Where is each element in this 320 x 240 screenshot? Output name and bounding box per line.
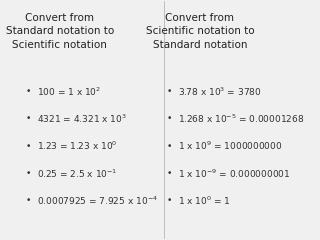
Text: Convert from
Standard notation to
Scientific notation: Convert from Standard notation to Scient… xyxy=(6,13,114,50)
Text: 0.25 = 2.5 x 10$^{-1}$: 0.25 = 2.5 x 10$^{-1}$ xyxy=(37,167,118,180)
Text: •: • xyxy=(26,142,31,150)
Text: 1.23 = 1.23 x 10$^{0}$: 1.23 = 1.23 x 10$^{0}$ xyxy=(37,140,118,152)
Text: •: • xyxy=(166,114,172,123)
Text: 3.78 x 10$^{3}$ = 3780: 3.78 x 10$^{3}$ = 3780 xyxy=(178,85,261,98)
Text: •: • xyxy=(166,87,172,96)
Text: •: • xyxy=(26,196,31,205)
Text: 4321 = 4.321 x 10$^{3}$: 4321 = 4.321 x 10$^{3}$ xyxy=(37,113,127,125)
Text: 1 x 10$^{9}$ = 1000000000: 1 x 10$^{9}$ = 1000000000 xyxy=(178,140,282,152)
Text: •: • xyxy=(166,169,172,178)
Text: 1 x 10$^{-9}$ = 0.000000001: 1 x 10$^{-9}$ = 0.000000001 xyxy=(178,167,290,180)
Text: 1 x 10$^{0}$ = 1: 1 x 10$^{0}$ = 1 xyxy=(178,194,230,207)
Text: Convert from
Scientific notation to
Standard notation: Convert from Scientific notation to Stan… xyxy=(146,13,254,50)
Text: •: • xyxy=(166,196,172,205)
Text: 1.268 x 10$^{-5}$ = 0.00001268: 1.268 x 10$^{-5}$ = 0.00001268 xyxy=(178,113,304,125)
Text: •: • xyxy=(26,114,31,123)
Text: •: • xyxy=(26,87,31,96)
Text: 100 = 1 x 10$^{2}$: 100 = 1 x 10$^{2}$ xyxy=(37,85,101,98)
Text: •: • xyxy=(26,169,31,178)
Text: 0.0007925 = 7.925 x 10$^{-4}$: 0.0007925 = 7.925 x 10$^{-4}$ xyxy=(37,194,158,207)
Text: •: • xyxy=(166,142,172,150)
